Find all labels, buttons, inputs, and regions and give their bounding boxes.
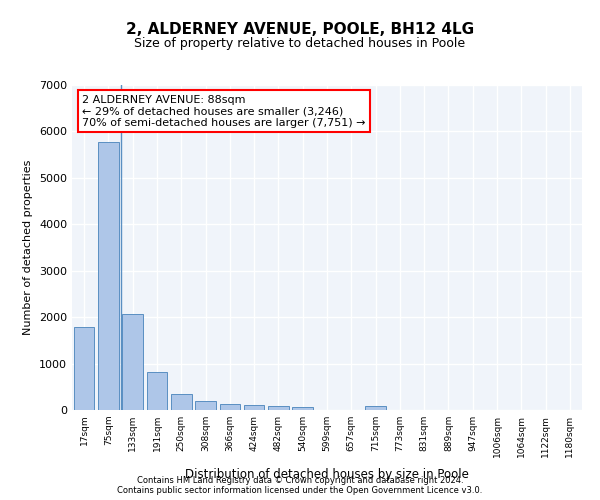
Bar: [122, 314, 143, 410]
Bar: [195, 401, 216, 410]
Text: Size of property relative to detached houses in Poole: Size of property relative to detached ho…: [134, 38, 466, 51]
Bar: [220, 404, 240, 410]
Y-axis label: Number of detached properties: Number of detached properties: [23, 160, 34, 335]
Bar: [365, 406, 386, 410]
Bar: [292, 406, 313, 410]
Bar: [171, 394, 191, 410]
Bar: [98, 142, 119, 410]
Text: Contains HM Land Registry data © Crown copyright and database right 2024.
Contai: Contains HM Land Registry data © Crown c…: [118, 476, 482, 495]
Bar: [244, 405, 265, 410]
Text: 2 ALDERNEY AVENUE: 88sqm
← 29% of detached houses are smaller (3,246)
70% of sem: 2 ALDERNEY AVENUE: 88sqm ← 29% of detach…: [82, 94, 366, 128]
Bar: [74, 328, 94, 410]
Bar: [146, 372, 167, 410]
Bar: [268, 406, 289, 410]
Text: 2, ALDERNEY AVENUE, POOLE, BH12 4LG: 2, ALDERNEY AVENUE, POOLE, BH12 4LG: [126, 22, 474, 38]
X-axis label: Distribution of detached houses by size in Poole: Distribution of detached houses by size …: [185, 468, 469, 481]
